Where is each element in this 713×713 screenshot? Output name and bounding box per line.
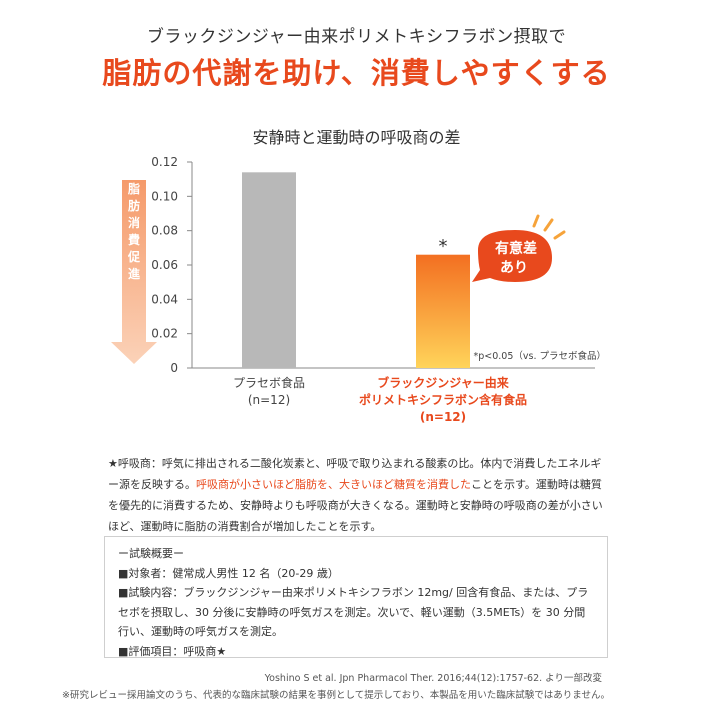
y-tick-label: 0.10	[151, 189, 178, 203]
chart-title: 安静時と運動時の呼吸商の差	[252, 128, 461, 147]
x-category-label: ブラックジンジャー由来	[377, 375, 509, 390]
footnote-part1: ★呼吸商：呼気に排出される二酸化炭素と、呼吸で取り込まれる酸素の比。体内で消費し…	[108, 457, 602, 491]
arrow-label-char: 費	[128, 232, 140, 247]
y-tick-label: 0.04	[151, 292, 178, 306]
y-tick-label: 0.08	[151, 224, 178, 238]
disclaimer: ※研究レビュー採用論文のうち、代表的な臨床試験の結果を事例として提示しており、本…	[62, 690, 610, 701]
bar-test-food	[416, 254, 470, 368]
significance-mark: *	[439, 236, 448, 257]
citation: Yoshino S et al. Jpn Pharmacol Ther. 201…	[264, 673, 602, 684]
footnote: ★呼吸商：呼気に排出される二酸化炭素と、呼吸で取り込まれる酸素の比。体内で消費し…	[108, 453, 608, 537]
arrow-label-char: 肪	[128, 198, 140, 213]
y-tick-label: 0.12	[151, 155, 178, 169]
fat-burn-arrow	[111, 180, 157, 364]
arrow-label-char: 消	[128, 215, 140, 230]
summary-subjects: ■対象者：健常成人男性 12 名（20-29 歳）	[118, 566, 339, 580]
main-title: 脂肪の代謝を助け、消費しやすくする	[102, 56, 611, 90]
arrow-label-char: 促	[127, 249, 141, 264]
footnote-highlight: 呼吸商が小さいほど脂肪を、大きいほど糖質を消費した	[196, 478, 471, 491]
summary-content: ■試験内容：ブラックジンジャー由来ポリメトキシフラボン 12mg/ 回含有食品、…	[118, 586, 589, 638]
arrow-label-char: 脂	[127, 181, 140, 196]
badge-line1: 有意差	[495, 240, 537, 257]
y-tick-label: 0	[170, 361, 178, 375]
summary-evaluation: ■評価項目：呼吸商★	[118, 644, 227, 658]
y-tick-label: 0.02	[151, 327, 178, 341]
x-category-label: (n=12)	[248, 393, 290, 407]
badge-line2: あり	[500, 260, 528, 276]
pvalue-note: *p<0.05（vs. プラセボ食品）	[473, 350, 606, 362]
x-category-label: ポリメトキシフラボン含有食品	[359, 392, 527, 407]
y-tick-label: 0.06	[151, 258, 178, 272]
study-summary-box: ー試験概要ー ■対象者：健常成人男性 12 名（20-29 歳） ■試験内容：ブ…	[104, 536, 608, 658]
x-category-label: プラセボ食品	[233, 375, 305, 390]
x-category-label: (n=12)	[420, 410, 466, 424]
footnote-part2: ことを示す。運動時は糖質を優先的に消費するため、安静時よりも呼吸商が大きくなる。…	[108, 478, 603, 533]
summary-heading: ー試験概要ー	[118, 547, 184, 560]
arrow-label: 脂肪消費促進	[127, 181, 141, 281]
bar-chart: 脂肪消費促進 0 0.02 0.04 0.06 0.08 0.10 0.12 プラセボ食品 (…	[111, 155, 606, 424]
significance-badge: 有意差 あり	[472, 214, 566, 282]
arrow-label-char: 進	[128, 266, 141, 281]
bar-placebo	[242, 172, 296, 368]
headline-subtitle: ブラックジンジャー由来ポリメトキシフラボン摂取で	[146, 27, 567, 47]
